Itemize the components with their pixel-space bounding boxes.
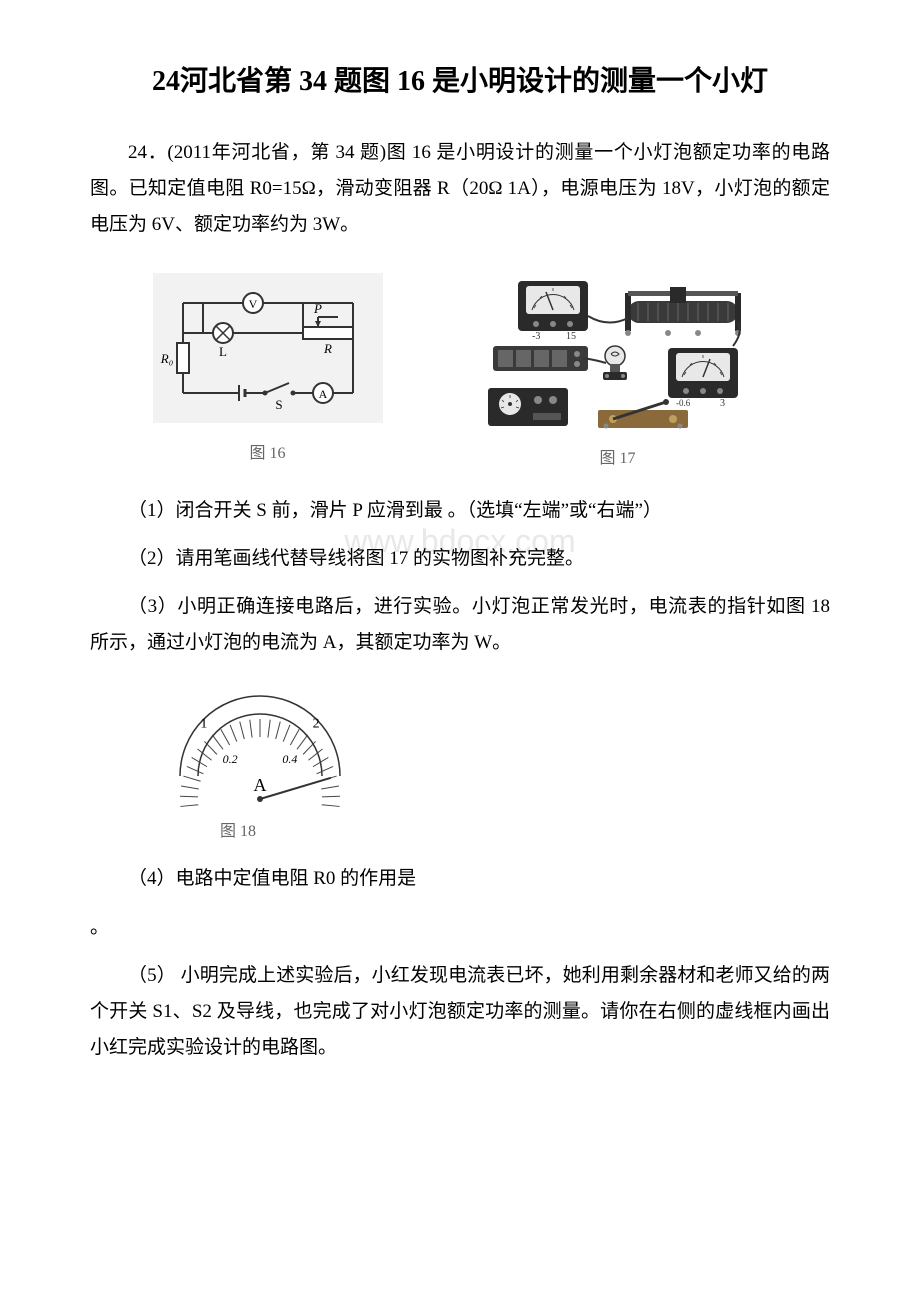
figure-17: -3 15 [468, 268, 768, 468]
svg-text:P: P [313, 301, 322, 316]
intro-paragraph: 24．(2011年河北省，第 34 题)图 16 是小明设计的测量一个小灯泡额定… [90, 135, 830, 243]
question-4b: 。 [90, 910, 830, 946]
svg-text:3: 3 [720, 398, 725, 409]
figures-row-1: V L P R [90, 268, 830, 468]
svg-text:V: V [248, 297, 257, 311]
svg-text:A: A [254, 775, 267, 795]
svg-text:2: 2 [313, 717, 320, 732]
svg-text:-0.6: -0.6 [676, 398, 691, 408]
svg-text:15: 15 [566, 331, 576, 342]
svg-text:0: 0 [210, 810, 216, 812]
svg-text:-3: -3 [532, 331, 540, 342]
question-2: （2）请用笔画线代替导线将图 17 的实物图补充完整。 [90, 541, 830, 577]
question-4a: （4）电路中定值电阻 R0 的作用是 [90, 861, 830, 897]
svg-text:S: S [275, 397, 282, 412]
svg-text:0.2: 0.2 [223, 752, 238, 766]
question-1: （1）闭合开关 S 前，滑片 P 应滑到最 。（选填“左端”或“右端”） [90, 493, 830, 529]
page-title: 24河北省第 34 题图 16 是小明设计的测量一个小灯 [90, 60, 830, 105]
figure-18: 0123 00.20.40.6 A 图 18 [150, 681, 830, 841]
figure-16: V L P R [153, 273, 383, 463]
figure-18-caption: 图 18 [220, 817, 256, 841]
svg-text:1: 1 [200, 717, 207, 732]
figure-16-caption: 图 16 [249, 439, 285, 463]
svg-text:R: R [323, 341, 332, 356]
question-3: （3）小明正确连接电路后，进行实验。小灯泡正常发光时，电流表的指针如图 18 所… [90, 589, 830, 661]
svg-text:0.6: 0.6 [299, 810, 314, 812]
svg-text:L: L [219, 344, 227, 359]
question-5: （5） 小明完成上述实验后，小红发现电流表已坏，她利用剩余器材和老师又给的两个开… [90, 958, 830, 1066]
apparatus-illustration: -3 15 [468, 268, 768, 438]
circuit-diagram: V L P R [153, 273, 383, 433]
figure-17-caption: 图 17 [599, 444, 635, 468]
svg-text:A: A [318, 387, 327, 401]
ammeter-dial: 0123 00.20.40.6 A [150, 681, 370, 811]
svg-text:R₀: R₀ [159, 351, 172, 366]
svg-text:0.4: 0.4 [282, 752, 297, 766]
